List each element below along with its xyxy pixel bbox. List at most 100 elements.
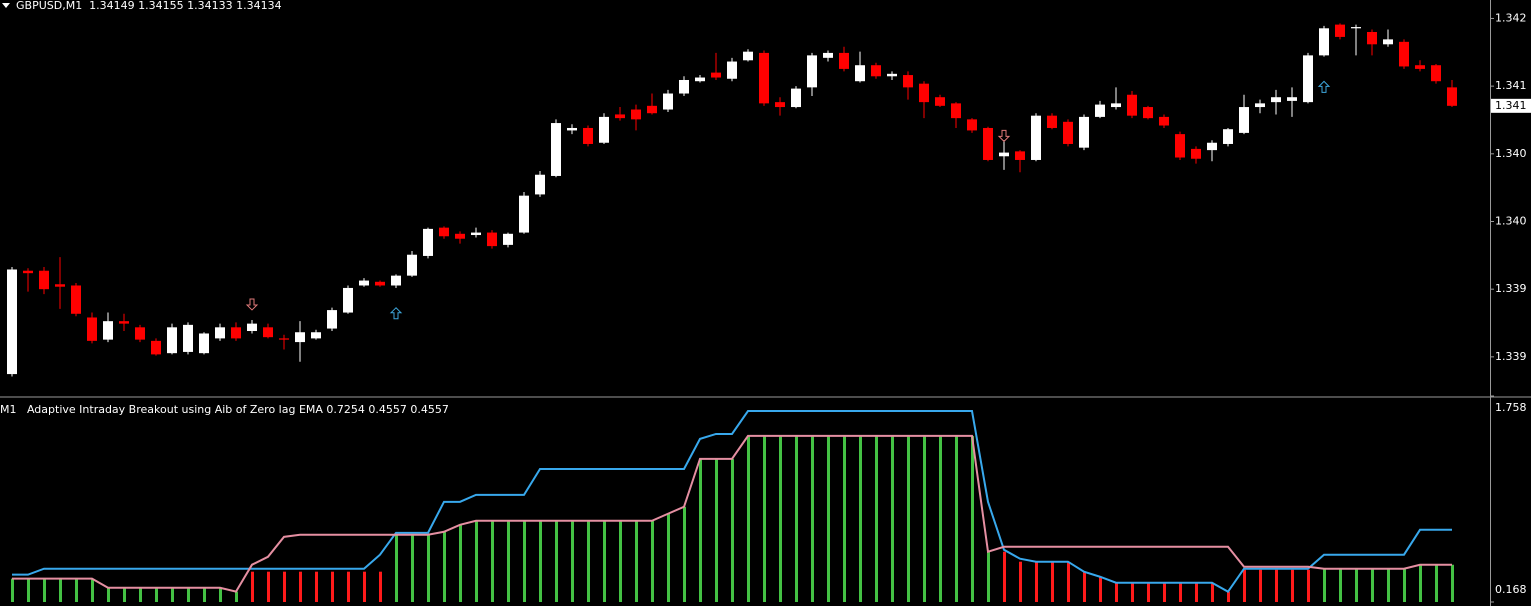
candle-body — [1303, 55, 1313, 103]
candle-body — [103, 321, 113, 340]
candle-body — [615, 114, 625, 119]
histogram-bar — [11, 578, 14, 602]
histogram-bar — [827, 435, 830, 602]
candle-body — [439, 227, 449, 237]
candle-body — [775, 102, 785, 108]
candle-body — [1079, 116, 1089, 148]
histogram-bar — [1035, 561, 1038, 602]
histogram-bar — [139, 587, 142, 602]
y-tick-label: 1.339 — [1495, 282, 1527, 295]
candle-body — [583, 127, 593, 144]
candle-body — [967, 119, 977, 131]
histogram-bar — [1195, 582, 1198, 602]
histogram-bar — [907, 435, 910, 602]
candle-body — [1431, 65, 1441, 82]
histogram-bar — [1147, 582, 1150, 602]
histogram-bar — [779, 435, 782, 602]
histogram-bar — [459, 524, 462, 602]
candle-body — [1015, 151, 1025, 160]
candle-body — [919, 83, 929, 103]
candle-body — [519, 195, 529, 233]
candle-body — [183, 324, 193, 352]
candle-body — [1239, 107, 1249, 133]
histogram-bar — [875, 435, 878, 602]
histogram-bar — [491, 520, 494, 602]
histogram-bar — [955, 435, 958, 602]
indicator-line — [12, 434, 1452, 593]
current-price-box — [1491, 98, 1531, 113]
histogram-bar — [1403, 568, 1406, 602]
buy-arrow — [389, 307, 403, 320]
histogram-bar — [475, 520, 478, 602]
histogram-bar — [1387, 568, 1390, 602]
candle-body — [999, 152, 1009, 157]
histogram-bar — [1019, 561, 1022, 602]
histogram-bar — [539, 520, 542, 602]
histogram-bar — [59, 578, 62, 602]
histogram-bar — [619, 520, 622, 602]
sell-arrow — [245, 298, 259, 311]
histogram-bar — [603, 520, 606, 602]
histogram-bar — [1419, 564, 1422, 602]
y-tick-label: 1.341 — [1495, 79, 1527, 92]
candle-body — [423, 228, 433, 256]
histogram-bar — [667, 513, 670, 602]
candle-body — [679, 79, 689, 94]
symbol-menu-triangle[interactable] — [2, 3, 10, 8]
histogram-bar — [1099, 576, 1102, 602]
candle-body — [231, 327, 241, 339]
histogram-bar — [939, 435, 942, 602]
candle-body — [743, 51, 753, 61]
histogram-bar — [107, 587, 110, 602]
candle-body — [727, 61, 737, 79]
candle-body — [599, 116, 609, 143]
histogram-bar — [971, 435, 974, 602]
histogram-bar — [891, 435, 894, 602]
histogram-bar — [251, 571, 254, 602]
histogram-bar — [683, 506, 686, 602]
histogram-bar — [811, 435, 814, 602]
candle-body — [871, 65, 881, 77]
histogram-bar — [171, 587, 174, 602]
histogram-bar — [715, 458, 718, 602]
histogram-bar — [75, 578, 78, 602]
histogram-bar — [587, 520, 590, 602]
y-tick-label: 1.342 — [1495, 11, 1527, 24]
histogram-bar — [219, 587, 222, 602]
y-tick-label: 1.340 — [1495, 214, 1527, 227]
candle-body — [855, 65, 865, 82]
candle-body — [135, 327, 145, 340]
histogram-bar — [443, 531, 446, 602]
candle-body — [167, 327, 177, 354]
histogram-bar — [1339, 568, 1342, 602]
candle-body — [711, 72, 721, 78]
candle-body — [1047, 115, 1057, 128]
candle-body — [1159, 116, 1169, 126]
candle-body — [471, 232, 481, 236]
candle-body — [1175, 134, 1185, 158]
histogram-bar — [347, 571, 350, 602]
candle-body — [1367, 31, 1377, 45]
histogram-bar — [27, 578, 30, 602]
candle-body — [791, 88, 801, 108]
candle-body — [1127, 94, 1137, 116]
histogram-bar — [43, 578, 46, 602]
candle-body — [887, 73, 897, 77]
histogram-bar — [923, 435, 926, 602]
histogram-bar — [571, 520, 574, 602]
histogram-bar — [1243, 569, 1246, 602]
candle-body — [391, 275, 401, 286]
candle-body — [1095, 104, 1105, 117]
histogram-bar — [1083, 571, 1086, 602]
histogram-bar — [283, 571, 286, 602]
histogram-bar — [1259, 569, 1262, 602]
candle-body — [215, 327, 225, 339]
histogram-bar — [395, 534, 398, 602]
candle-body — [1447, 87, 1457, 106]
histogram-bar — [267, 571, 270, 602]
candle-body — [1271, 97, 1281, 103]
candle-body — [455, 233, 465, 239]
candle-body — [7, 269, 17, 375]
candle-body — [199, 333, 209, 354]
candle-body — [695, 77, 705, 82]
